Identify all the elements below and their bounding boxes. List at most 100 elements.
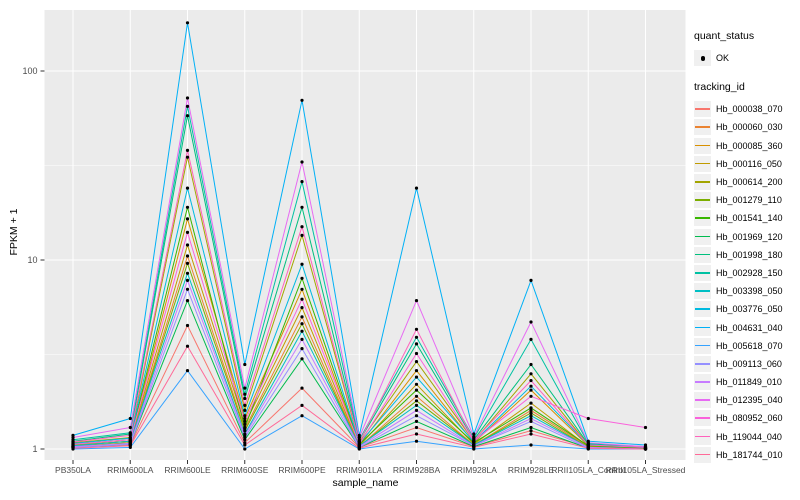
data-point [185, 205, 190, 209]
series-color-line-icon [695, 290, 710, 292]
data-point [414, 408, 419, 412]
legend-label: Hb_000116_050 [716, 158, 782, 169]
legend-item-Hb_080952_060: Hb_080952_060 [694, 409, 800, 427]
data-point [243, 362, 247, 367]
data-point [357, 438, 361, 442]
legend-key-swatch [694, 264, 711, 281]
series-color-line-icon [695, 108, 710, 110]
data-point [414, 403, 419, 407]
data-point [529, 372, 533, 376]
legend-key-swatch [694, 283, 711, 300]
data-point [586, 446, 590, 450]
data-point [128, 431, 132, 435]
data-point [243, 386, 247, 390]
panel-background [44, 10, 686, 460]
data-point [300, 306, 304, 310]
legend-item-Hb_001541_140: Hb_001541_140 [694, 209, 800, 227]
legend-item-Hb_000116_050: Hb_000116_050 [694, 155, 800, 173]
data-point [185, 287, 190, 291]
x-axis-title: sample_name [332, 477, 399, 489]
data-point [243, 419, 247, 423]
data-point [529, 394, 533, 398]
data-point [185, 278, 190, 282]
data-point [243, 403, 247, 407]
series-color-line-icon [695, 435, 710, 438]
x-tick-label: RRII105LA_Control [551, 465, 625, 475]
legend-item-Hb_181744_010: Hb_181744_010 [694, 446, 800, 464]
data-point [300, 329, 304, 333]
data-point [128, 444, 132, 448]
x-tick-label: RRIM928LE [508, 465, 555, 475]
legend-label: Hb_001969_120 [716, 231, 783, 242]
data-point [243, 392, 247, 396]
x-tick-label: RRIM600SE [221, 465, 269, 475]
data-point [300, 315, 304, 319]
data-point [128, 433, 132, 437]
data-point [243, 396, 247, 401]
legend-label: Hb_000038_070 [716, 104, 783, 115]
legend-item-Hb_119044_040: Hb_119044_040 [694, 428, 800, 446]
data-point [243, 438, 247, 442]
data-point [300, 347, 304, 351]
legend-key-swatch [694, 174, 711, 191]
series-color-line-icon [695, 399, 710, 401]
data-point [472, 445, 476, 449]
data-point [185, 217, 190, 221]
data-point [185, 230, 190, 234]
legend-key-swatch [694, 101, 711, 118]
data-point [529, 411, 533, 415]
series-color-line-icon [695, 417, 710, 420]
data-point [472, 432, 476, 436]
x-tick-label: RRII105LA_Stressed [606, 465, 686, 475]
legend-item-Hb_000085_360: Hb_000085_360 [694, 137, 800, 155]
data-point [529, 337, 533, 341]
legend-label: Hb_000085_360 [716, 140, 783, 151]
data-point [300, 276, 304, 280]
data-point [529, 379, 533, 383]
data-point [300, 357, 304, 361]
data-point [300, 287, 304, 291]
data-point [414, 388, 419, 392]
data-point [243, 408, 247, 412]
series-color-line-icon [695, 381, 710, 383]
data-point [243, 425, 247, 430]
legend-label: Hb_005618_070 [716, 340, 783, 351]
data-point [414, 186, 419, 190]
legend-item-Hb_012395_040: Hb_012395_040 [694, 391, 800, 409]
legend-label: Hb_001998_180 [716, 249, 783, 260]
x-tick-label: RRIM600LE [164, 465, 211, 475]
legend-key-swatch [694, 301, 711, 318]
data-point [185, 254, 190, 258]
data-point [529, 408, 533, 412]
data-point [300, 386, 304, 390]
y-tick-label: 10 [27, 255, 37, 265]
legend-tracking-id: tracking_id Hb_000038_070 Hb_000060_030 Hb… [694, 81, 800, 464]
data-point [529, 416, 533, 421]
data-point [357, 446, 361, 450]
legend-label: Hb_009113_060 [716, 358, 782, 369]
y-tick-label: 100 [22, 66, 37, 76]
data-point [185, 299, 190, 303]
data-point [414, 327, 419, 331]
legend-label: Hb_002928_150 [716, 267, 783, 278]
data-point [300, 322, 304, 326]
data-point [643, 447, 648, 451]
legend-key-swatch [694, 119, 711, 136]
legend-label: Hb_181744_010 [716, 449, 783, 460]
series-color-line-icon [695, 271, 710, 274]
data-point [300, 233, 304, 237]
legend-item-Hb_001969_120: Hb_001969_120 [694, 228, 800, 246]
series-color-line-icon [695, 253, 710, 256]
legend-item-Hb_001998_180: Hb_001998_180 [694, 246, 800, 264]
data-point [128, 416, 132, 421]
data-point [300, 414, 304, 418]
data-point [185, 243, 190, 247]
x-tick-label: RRIM600PE [278, 465, 326, 475]
legend-tracking-items: Hb_000038_070 Hb_000060_030 Hb_000085_360 H… [694, 100, 800, 464]
series-color-line-icon [695, 181, 710, 183]
data-point [414, 419, 419, 423]
data-point [414, 432, 419, 436]
data-point [414, 342, 419, 346]
legend-key-swatch [694, 246, 711, 263]
